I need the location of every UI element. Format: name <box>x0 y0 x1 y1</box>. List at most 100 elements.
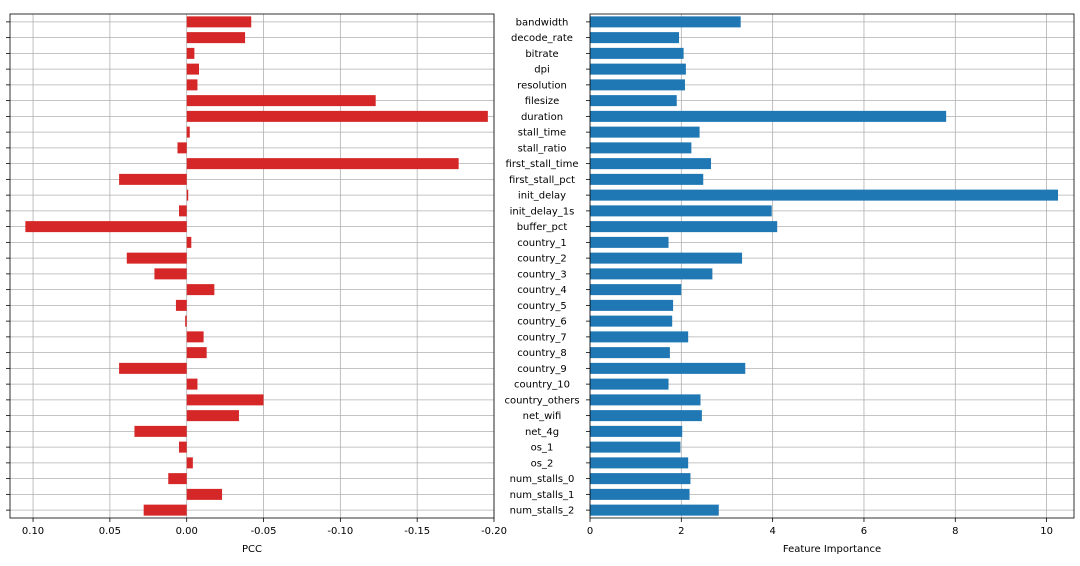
feature-label: stall_time <box>518 128 566 139</box>
importance-bar <box>590 32 680 44</box>
importance-bar <box>590 142 692 154</box>
feature-label: num_stalls_1 <box>510 490 575 501</box>
importance-xtick-label: 8 <box>952 526 958 537</box>
feature-label: resolution <box>517 80 567 91</box>
feature-label: country_7 <box>517 332 567 343</box>
importance-bar <box>590 425 683 437</box>
importance-xtick-label: 0 <box>587 526 593 537</box>
feature-label: init_delay <box>518 191 566 202</box>
importance-bar <box>590 16 741 28</box>
importance-bar <box>590 268 713 280</box>
importance-bar <box>590 473 691 485</box>
pcc-bar <box>179 441 187 453</box>
feature-label: bandwidth <box>516 17 569 28</box>
pcc-xtick-label: 0.00 <box>176 526 198 537</box>
pcc-xtick-label: -0.10 <box>327 526 353 537</box>
feature-label: decode_rate <box>511 33 573 44</box>
pcc-bar <box>186 95 376 107</box>
pcc-xtick-label: -0.20 <box>481 526 507 537</box>
pcc-xtick-label: -0.15 <box>404 526 430 537</box>
feature-label: first_stall_pct <box>509 175 575 186</box>
pcc-bar <box>186 378 198 390</box>
feature-label: stall_ratio <box>518 143 567 154</box>
importance-bar <box>590 79 685 91</box>
importance-bar <box>590 504 719 516</box>
pcc-frame <box>9 13 495 519</box>
pcc-bar <box>119 173 187 185</box>
pcc-bar <box>186 32 246 44</box>
importance-xtick-label: 10 <box>1040 526 1053 537</box>
feature-label: country_5 <box>517 301 567 312</box>
importance-bar <box>590 158 711 170</box>
feature-label: filesize <box>525 96 560 107</box>
pcc-bar <box>186 410 239 422</box>
importance-bar <box>590 299 674 311</box>
pcc-bar <box>168 473 187 485</box>
pcc-bar <box>186 331 204 343</box>
importance-bar <box>590 457 689 469</box>
importance-frame <box>589 13 1075 519</box>
feature-label: country_10 <box>514 380 570 391</box>
importance-bar <box>590 394 701 406</box>
feature-label: num_stalls_0 <box>510 474 575 485</box>
feature-label: init_delay_1s <box>510 206 575 217</box>
importance-bar <box>590 63 686 75</box>
importance-bar <box>590 441 681 453</box>
pcc-bar <box>186 158 459 170</box>
importance-bar <box>590 378 669 390</box>
importance-bar <box>590 410 702 422</box>
pcc-bar <box>186 236 192 248</box>
importance-bar <box>590 126 700 138</box>
importance-bar <box>590 331 689 343</box>
importance-bar <box>590 315 673 327</box>
pcc-bar <box>186 79 198 91</box>
pcc-bar <box>177 142 187 154</box>
importance-bar <box>590 205 772 217</box>
pcc-bar <box>154 268 187 280</box>
pcc-xtick-label: 0.05 <box>99 526 121 537</box>
pcc-panel: 0.10 0.05 0.00 -0.05 -0.10 -0.15 -0.20 <box>6 13 507 537</box>
feature-label: country_2 <box>517 254 567 265</box>
pcc-bar <box>186 63 199 75</box>
feature-label: country_1 <box>517 238 567 249</box>
pcc-bar <box>186 110 488 122</box>
feature-label: country_9 <box>517 364 567 375</box>
feature-label: buffer_pct <box>517 222 568 233</box>
importance-bar <box>590 362 746 374</box>
feature-label: duration <box>521 112 563 123</box>
feature-label: bitrate <box>525 49 558 60</box>
pcc-bar <box>186 284 215 296</box>
feature-label: country_4 <box>517 285 567 296</box>
feature-label: net_wifi <box>523 411 562 422</box>
importance-bar <box>590 189 1059 201</box>
importance-bar <box>590 110 947 122</box>
importance-xtick-label: 4 <box>769 526 775 537</box>
importance-bar <box>590 236 669 248</box>
feature-importance-panel: 0 2 4 6 8 10 <box>586 13 1075 537</box>
pcc-bar <box>179 205 187 217</box>
pcc-bar <box>25 221 187 233</box>
feature-label: dpi <box>534 65 549 76</box>
pcc-xtick-label: -0.05 <box>251 526 277 537</box>
pcc-axis-label: PCC <box>242 544 262 555</box>
importance-bar <box>590 95 677 107</box>
feature-label: os_2 <box>531 458 554 469</box>
pcc-bar <box>126 252 187 264</box>
pcc-bar <box>175 299 187 311</box>
pcc-bar <box>186 457 193 469</box>
pcc-bar <box>186 394 264 406</box>
pcc-bar <box>186 347 207 359</box>
importance-bar <box>590 347 670 359</box>
feature-label: first_stall_time <box>506 159 579 170</box>
feature-label: net_4g <box>525 427 559 438</box>
importance-xtick-label: 2 <box>678 526 684 537</box>
importance-bar <box>590 488 690 500</box>
pcc-bar <box>186 16 252 28</box>
pcc-bar <box>185 315 187 327</box>
importance-bar <box>590 47 684 59</box>
feature-label: country_6 <box>517 317 567 328</box>
importance-bar <box>590 173 704 185</box>
pcc-bar <box>143 504 187 516</box>
feature-importance-axis-label: Feature Importance <box>783 544 881 555</box>
